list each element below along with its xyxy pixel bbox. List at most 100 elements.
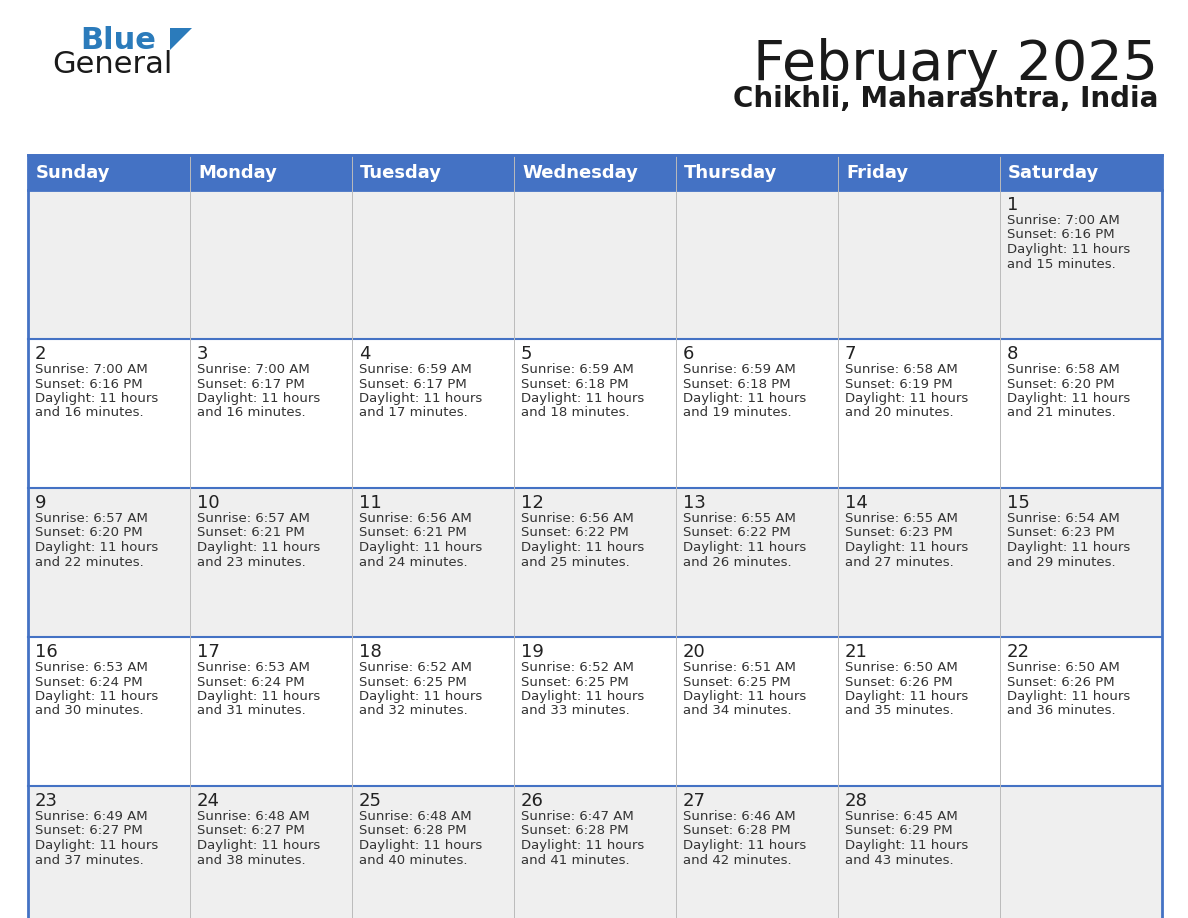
Text: Sunset: 6:24 PM: Sunset: 6:24 PM bbox=[34, 676, 143, 688]
Text: 28: 28 bbox=[845, 792, 868, 810]
Text: Sunrise: 6:55 AM: Sunrise: 6:55 AM bbox=[845, 512, 958, 525]
Text: Daylight: 11 hours: Daylight: 11 hours bbox=[359, 392, 482, 405]
Text: and 30 minutes.: and 30 minutes. bbox=[34, 704, 144, 718]
Bar bbox=[29, 339, 190, 488]
Text: Sunset: 6:27 PM: Sunset: 6:27 PM bbox=[34, 824, 143, 837]
Text: Daylight: 11 hours: Daylight: 11 hours bbox=[359, 690, 482, 703]
Text: Sunset: 6:22 PM: Sunset: 6:22 PM bbox=[683, 527, 791, 540]
Text: Chikhli, Maharashtra, India: Chikhli, Maharashtra, India bbox=[733, 85, 1158, 113]
Text: Daylight: 11 hours: Daylight: 11 hours bbox=[359, 839, 482, 852]
Text: Sunset: 6:21 PM: Sunset: 6:21 PM bbox=[359, 527, 467, 540]
Text: Sunrise: 6:48 AM: Sunrise: 6:48 AM bbox=[197, 810, 310, 823]
Text: 13: 13 bbox=[683, 494, 706, 512]
Bar bbox=[352, 637, 514, 786]
Bar bbox=[1000, 786, 1162, 918]
Text: Sunset: 6:25 PM: Sunset: 6:25 PM bbox=[522, 676, 628, 688]
Bar bbox=[190, 339, 352, 488]
Text: Daylight: 11 hours: Daylight: 11 hours bbox=[197, 839, 321, 852]
Text: Sunrise: 6:57 AM: Sunrise: 6:57 AM bbox=[197, 512, 310, 525]
Text: Sunrise: 6:55 AM: Sunrise: 6:55 AM bbox=[683, 512, 796, 525]
Text: 10: 10 bbox=[197, 494, 220, 512]
Text: and 19 minutes.: and 19 minutes. bbox=[683, 407, 791, 420]
Bar bbox=[29, 155, 1162, 918]
Text: Sunset: 6:18 PM: Sunset: 6:18 PM bbox=[683, 377, 791, 390]
Text: Daylight: 11 hours: Daylight: 11 hours bbox=[197, 541, 321, 554]
Text: Daylight: 11 hours: Daylight: 11 hours bbox=[34, 690, 158, 703]
Text: 16: 16 bbox=[34, 643, 58, 661]
Text: Sunset: 6:23 PM: Sunset: 6:23 PM bbox=[845, 527, 953, 540]
Bar bbox=[514, 637, 676, 786]
Text: and 34 minutes.: and 34 minutes. bbox=[683, 704, 791, 718]
Text: Sunrise: 6:50 AM: Sunrise: 6:50 AM bbox=[1007, 661, 1120, 674]
Text: Sunrise: 6:52 AM: Sunrise: 6:52 AM bbox=[522, 661, 634, 674]
Text: Sunset: 6:29 PM: Sunset: 6:29 PM bbox=[845, 824, 953, 837]
Text: and 16 minutes.: and 16 minutes. bbox=[34, 407, 144, 420]
Text: and 17 minutes.: and 17 minutes. bbox=[359, 407, 468, 420]
Bar bbox=[29, 155, 1162, 190]
Text: Sunset: 6:28 PM: Sunset: 6:28 PM bbox=[522, 824, 628, 837]
Text: Friday: Friday bbox=[846, 163, 908, 182]
Bar bbox=[838, 488, 1000, 637]
Text: 6: 6 bbox=[683, 345, 694, 363]
Text: Sunrise: 6:47 AM: Sunrise: 6:47 AM bbox=[522, 810, 633, 823]
Text: 26: 26 bbox=[522, 792, 544, 810]
Text: Sunset: 6:19 PM: Sunset: 6:19 PM bbox=[845, 377, 953, 390]
Text: Sunrise: 6:45 AM: Sunrise: 6:45 AM bbox=[845, 810, 958, 823]
Text: and 33 minutes.: and 33 minutes. bbox=[522, 704, 630, 718]
Text: and 41 minutes.: and 41 minutes. bbox=[522, 854, 630, 867]
Text: 1: 1 bbox=[1007, 196, 1018, 214]
Text: Daylight: 11 hours: Daylight: 11 hours bbox=[683, 839, 807, 852]
Text: Sunrise: 6:58 AM: Sunrise: 6:58 AM bbox=[1007, 363, 1120, 376]
Text: February 2025: February 2025 bbox=[753, 38, 1158, 92]
Bar bbox=[29, 488, 190, 637]
Text: 15: 15 bbox=[1007, 494, 1030, 512]
Text: and 23 minutes.: and 23 minutes. bbox=[197, 555, 305, 568]
Text: Sunset: 6:20 PM: Sunset: 6:20 PM bbox=[34, 527, 143, 540]
Bar bbox=[352, 786, 514, 918]
Text: Sunset: 6:24 PM: Sunset: 6:24 PM bbox=[197, 676, 304, 688]
Text: Sunrise: 6:56 AM: Sunrise: 6:56 AM bbox=[359, 512, 472, 525]
Text: Daylight: 11 hours: Daylight: 11 hours bbox=[845, 541, 968, 554]
Text: 9: 9 bbox=[34, 494, 46, 512]
Text: and 35 minutes.: and 35 minutes. bbox=[845, 704, 954, 718]
Text: 7: 7 bbox=[845, 345, 857, 363]
Text: Sunday: Sunday bbox=[36, 163, 110, 182]
Text: 25: 25 bbox=[359, 792, 383, 810]
Bar bbox=[838, 190, 1000, 339]
Text: and 25 minutes.: and 25 minutes. bbox=[522, 555, 630, 568]
Text: 18: 18 bbox=[359, 643, 381, 661]
Text: and 24 minutes.: and 24 minutes. bbox=[359, 555, 468, 568]
Text: 3: 3 bbox=[197, 345, 209, 363]
Text: 14: 14 bbox=[845, 494, 868, 512]
Text: Sunrise: 6:50 AM: Sunrise: 6:50 AM bbox=[845, 661, 958, 674]
Text: Daylight: 11 hours: Daylight: 11 hours bbox=[683, 541, 807, 554]
Bar bbox=[29, 786, 190, 918]
Text: Sunrise: 6:57 AM: Sunrise: 6:57 AM bbox=[34, 512, 147, 525]
Text: and 22 minutes.: and 22 minutes. bbox=[34, 555, 144, 568]
Text: Sunrise: 6:56 AM: Sunrise: 6:56 AM bbox=[522, 512, 633, 525]
Text: and 16 minutes.: and 16 minutes. bbox=[197, 407, 305, 420]
Text: Daylight: 11 hours: Daylight: 11 hours bbox=[845, 839, 968, 852]
Text: and 27 minutes.: and 27 minutes. bbox=[845, 555, 954, 568]
Bar bbox=[514, 339, 676, 488]
Text: Sunrise: 6:52 AM: Sunrise: 6:52 AM bbox=[359, 661, 472, 674]
Text: Daylight: 11 hours: Daylight: 11 hours bbox=[522, 839, 644, 852]
Text: Sunrise: 6:54 AM: Sunrise: 6:54 AM bbox=[1007, 512, 1120, 525]
Text: Blue: Blue bbox=[80, 26, 156, 55]
Text: Sunset: 6:18 PM: Sunset: 6:18 PM bbox=[522, 377, 628, 390]
Text: and 21 minutes.: and 21 minutes. bbox=[1007, 407, 1116, 420]
Bar bbox=[190, 637, 352, 786]
Text: Daylight: 11 hours: Daylight: 11 hours bbox=[683, 690, 807, 703]
Text: Sunset: 6:22 PM: Sunset: 6:22 PM bbox=[522, 527, 628, 540]
Bar bbox=[1000, 339, 1162, 488]
Text: Sunrise: 6:46 AM: Sunrise: 6:46 AM bbox=[683, 810, 796, 823]
Text: Thursday: Thursday bbox=[684, 163, 777, 182]
Text: Sunrise: 6:59 AM: Sunrise: 6:59 AM bbox=[522, 363, 633, 376]
Text: Daylight: 11 hours: Daylight: 11 hours bbox=[34, 541, 158, 554]
Bar bbox=[514, 190, 676, 339]
Text: Sunset: 6:16 PM: Sunset: 6:16 PM bbox=[1007, 229, 1114, 241]
Polygon shape bbox=[170, 28, 192, 50]
Bar bbox=[1000, 488, 1162, 637]
Text: and 29 minutes.: and 29 minutes. bbox=[1007, 555, 1116, 568]
Text: Sunset: 6:27 PM: Sunset: 6:27 PM bbox=[197, 824, 305, 837]
